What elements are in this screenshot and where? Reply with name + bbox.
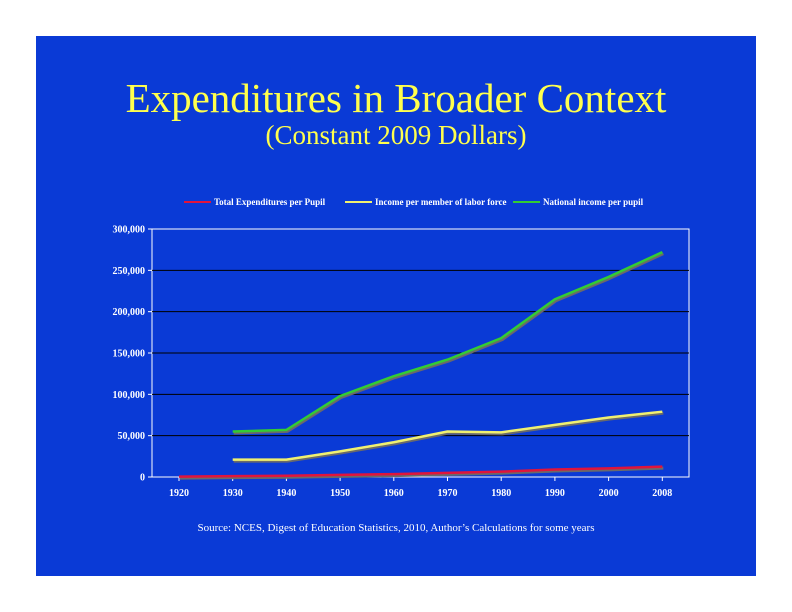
- line-chart: Total Expenditures per Pupil Income per m…: [113, 197, 690, 499]
- legend-label: Total Expenditures per Pupil: [214, 197, 326, 207]
- chart-title: Expenditures in Broader Context: [125, 75, 667, 121]
- series-lines: [178, 251, 664, 480]
- x-tick-label: 2008: [652, 488, 672, 499]
- x-tick-label: 1940: [276, 488, 296, 499]
- y-tick-label: 300,000: [113, 225, 146, 236]
- series-shadow: [179, 466, 664, 480]
- y-tick-label: 200,000: [113, 307, 146, 318]
- legend-label: National income per pupil: [543, 197, 644, 207]
- x-tick-label: 1970: [438, 488, 458, 499]
- x-tick-label: 1930: [223, 488, 243, 499]
- series-shadow: [233, 252, 664, 435]
- x-tick-label: 1990: [545, 488, 565, 499]
- x-axis-ticks: 1920 1930 1940 1950 1960 1970 1980 1990 2000 2008: [169, 477, 672, 499]
- series-line-2: [232, 410, 663, 461]
- series-shadow: [233, 411, 664, 463]
- slide: Expenditures in Broader Context (Constan…: [36, 36, 756, 576]
- series-line-1: [178, 465, 663, 478]
- series-line-3: [232, 251, 663, 433]
- x-tick-label: 1960: [384, 488, 404, 499]
- gridlines: [152, 269, 689, 437]
- y-tick-label: 0: [140, 473, 145, 484]
- chart-subtitle: (Constant 2009 Dollars): [265, 120, 527, 150]
- y-tick-label: 150,000: [113, 349, 146, 360]
- x-tick-label: 1980: [491, 488, 511, 499]
- y-tick-label: 50,000: [118, 431, 146, 442]
- x-tick-label: 2000: [599, 488, 619, 499]
- legend: Total Expenditures per Pupil Income per m…: [184, 197, 644, 207]
- y-tick-label: 250,000: [113, 266, 146, 277]
- source-note: Source: NCES, Digest of Education Statis…: [197, 522, 595, 534]
- legend-label: Income per member of labor force: [375, 197, 507, 207]
- y-tick-label: 100,000: [113, 390, 146, 401]
- x-tick-label: 1920: [169, 488, 189, 499]
- x-tick-label: 1950: [330, 488, 350, 499]
- y-axis-ticks: 0 50,000 100,000 150,000 200,000 250,000 300,0…: [113, 225, 152, 484]
